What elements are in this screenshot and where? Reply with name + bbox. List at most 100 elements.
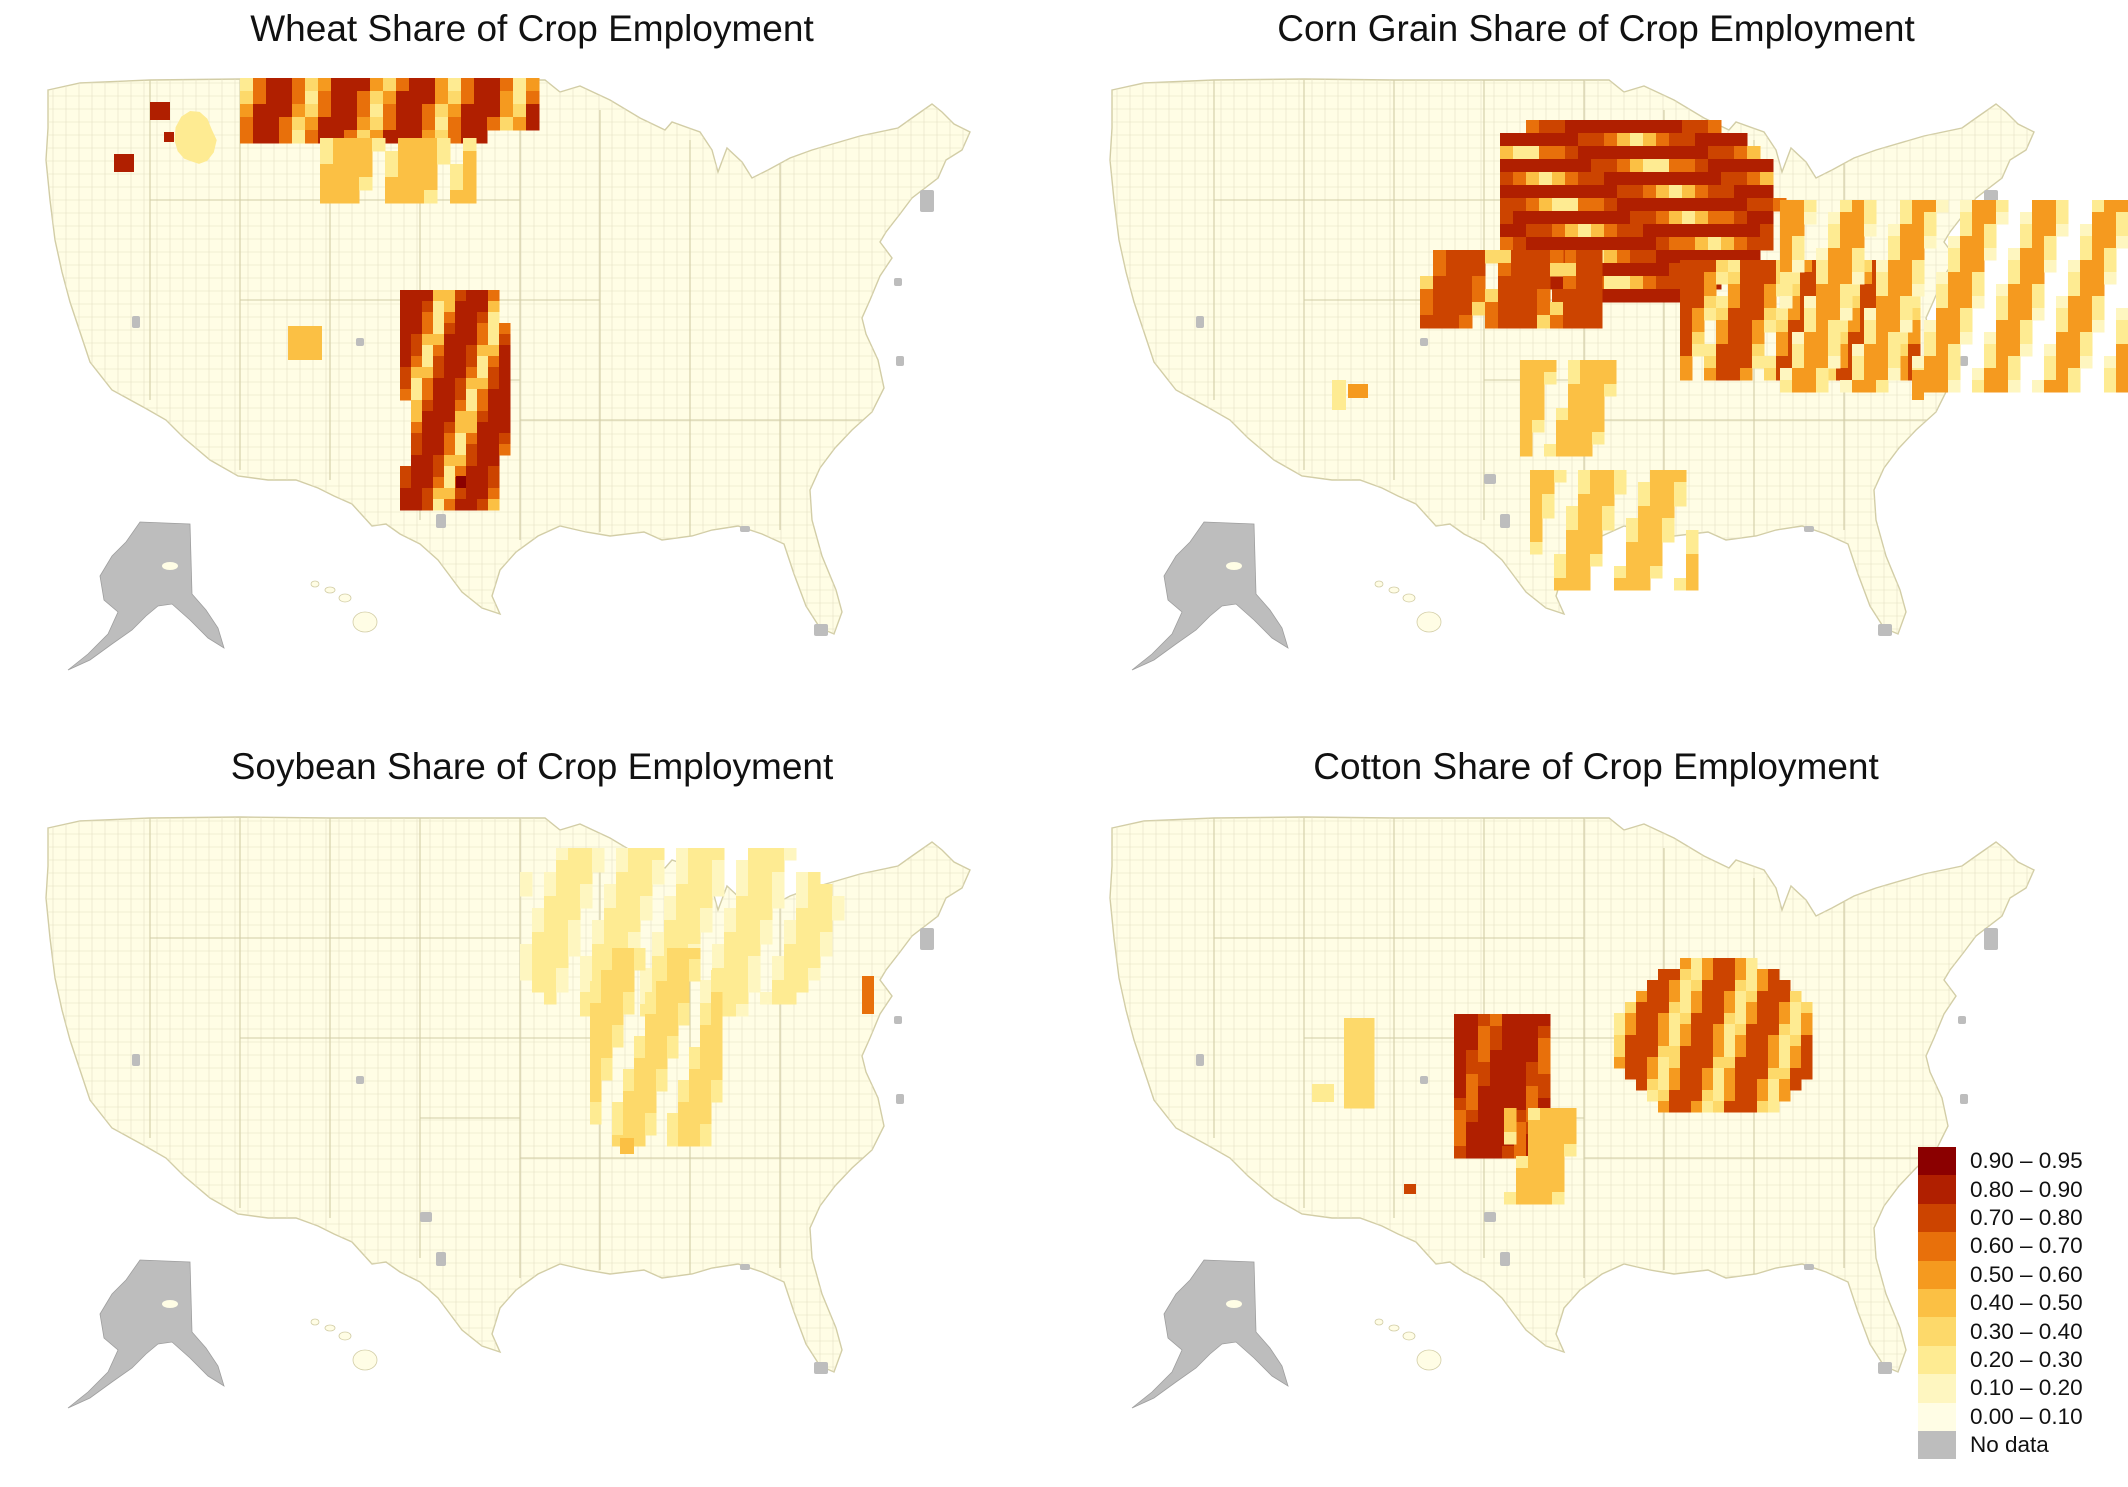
county-cell xyxy=(1752,284,1765,297)
county-cell xyxy=(1520,444,1533,457)
county-cell xyxy=(499,444,511,456)
county-cell xyxy=(676,884,689,897)
county-cell xyxy=(1721,146,1735,160)
county-cell xyxy=(1459,250,1473,264)
county-cell xyxy=(1792,368,1805,381)
county-cell xyxy=(667,1113,679,1125)
county-cell xyxy=(411,378,423,390)
county-cell xyxy=(1828,236,1841,249)
panel-title-corn: Corn Grain Share of Crop Employment xyxy=(1277,8,1915,49)
county-cell xyxy=(1656,276,1670,290)
county-cell xyxy=(590,1091,602,1103)
county-cell xyxy=(444,312,456,324)
county-cell xyxy=(1502,1014,1515,1027)
county-cell xyxy=(1936,332,1949,345)
county-cell xyxy=(1960,320,1973,333)
county-cell xyxy=(1752,332,1765,345)
county-cell xyxy=(240,130,254,144)
county-cell xyxy=(1568,420,1581,433)
county-cell xyxy=(488,356,500,368)
county-cell xyxy=(1848,332,1861,345)
county-cell xyxy=(1702,991,1714,1003)
county-cell xyxy=(1520,420,1533,433)
county-cell xyxy=(1591,172,1605,186)
county-cell xyxy=(1526,1026,1539,1039)
county-cell xyxy=(400,356,412,368)
county-cell xyxy=(1828,356,1841,369)
county-cell xyxy=(433,411,445,423)
county-cell xyxy=(372,138,386,152)
county-cell xyxy=(433,400,445,412)
county-cell xyxy=(664,920,677,933)
county-cell xyxy=(1466,1134,1479,1147)
county-cell xyxy=(1752,320,1765,333)
county-cell xyxy=(1656,224,1670,238)
county-cell xyxy=(1680,980,1692,992)
county-cell xyxy=(580,896,593,909)
county-cell xyxy=(676,872,689,885)
county-cell xyxy=(1828,344,1841,357)
county-cell xyxy=(772,956,785,969)
county-cell xyxy=(477,290,489,302)
legend-item: 0.90 – 0.95 xyxy=(1918,1147,2118,1176)
county-cell xyxy=(1472,276,1486,290)
county-cell xyxy=(1478,1062,1491,1075)
county-cell xyxy=(474,104,488,118)
county-cell xyxy=(1686,578,1699,591)
county-cell xyxy=(461,117,475,131)
county-cell xyxy=(411,164,425,178)
county-cell xyxy=(1960,260,1973,273)
county-cell xyxy=(645,1003,657,1015)
county-cell xyxy=(700,980,713,993)
county-cell xyxy=(455,345,467,357)
county-cell xyxy=(1354,1088,1365,1099)
county-cell xyxy=(513,117,527,131)
county-cell xyxy=(1840,272,1853,285)
county-cell xyxy=(1617,211,1631,225)
county-cell xyxy=(590,992,602,1004)
county-cell xyxy=(240,91,254,105)
no-data-counties xyxy=(1196,928,1998,1374)
county-cell xyxy=(1636,1068,1648,1080)
county-cell xyxy=(1602,518,1615,531)
county-cell xyxy=(477,455,489,467)
county-cell xyxy=(1804,308,1817,321)
county-cell xyxy=(1724,969,1736,981)
county-cell xyxy=(1984,356,1997,369)
county-cell xyxy=(1682,133,1696,147)
county-cell xyxy=(1540,1108,1553,1121)
county-cell xyxy=(1563,315,1577,329)
county-cell xyxy=(370,91,384,105)
county-cell xyxy=(409,91,423,105)
county-cell xyxy=(466,466,478,478)
county-cell xyxy=(1520,432,1533,445)
county-cell xyxy=(1735,1101,1747,1113)
county-cell xyxy=(1713,1024,1725,1036)
county-cell xyxy=(1790,1035,1802,1047)
county-cell xyxy=(1724,958,1736,970)
county-cell xyxy=(590,1036,602,1048)
county-cell xyxy=(1852,236,1865,249)
county-cell xyxy=(1801,1068,1813,1080)
county-cell xyxy=(590,1102,602,1114)
county-cell xyxy=(645,1025,657,1037)
county-cell xyxy=(1669,1068,1681,1080)
county-cell xyxy=(623,1080,635,1092)
county-cell xyxy=(455,400,467,412)
county-cell xyxy=(532,920,545,933)
county-cell xyxy=(2008,320,2021,333)
county-cell xyxy=(689,1113,701,1125)
legend-label: 0.60 – 0.70 xyxy=(1970,1233,2083,1259)
county-cell xyxy=(400,301,412,313)
county-cell xyxy=(2080,284,2093,297)
county-cell xyxy=(1876,284,1889,297)
county-cell xyxy=(1364,1038,1375,1049)
county-cell xyxy=(601,948,613,960)
county-cell xyxy=(344,91,358,105)
county-cell xyxy=(1472,289,1486,303)
county-cell xyxy=(808,884,821,897)
county-cell xyxy=(601,959,613,971)
county-cell xyxy=(736,920,749,933)
county-cell xyxy=(1680,296,1693,309)
county-cell xyxy=(1669,1057,1681,1069)
